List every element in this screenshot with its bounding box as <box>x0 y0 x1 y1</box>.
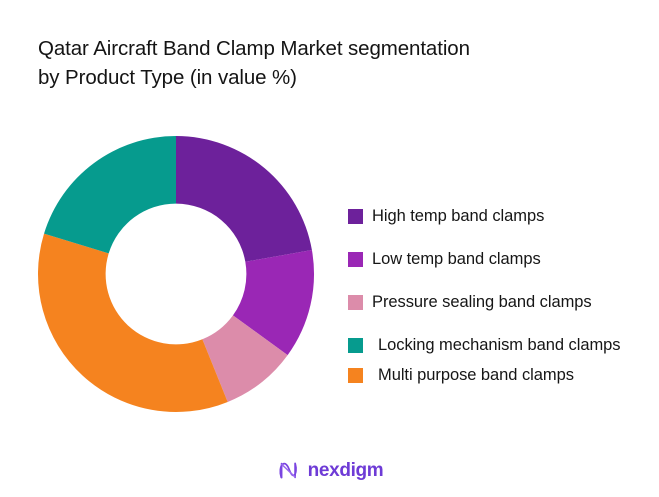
legend-item-label: Locking mechanism band clamps <box>378 335 621 354</box>
brand-logo: nexdigm <box>0 458 659 483</box>
legend-swatch-icon <box>348 294 363 310</box>
donut-slice[interactable] <box>176 136 312 262</box>
donut-slice[interactable] <box>44 136 177 254</box>
legend-item-label: Pressure sealing band clamps <box>372 292 592 311</box>
nexdigm-mark-icon <box>279 462 297 479</box>
legend-item-label: High temp band clamps <box>372 207 545 225</box>
brand-name: nexdigm <box>307 459 384 481</box>
legend-swatch-icon <box>348 367 363 383</box>
legend-item-locking-mechanism-band-clamps[interactable]: Locking mechanism band clamps <box>348 335 648 357</box>
chart-legend: High temp band clamps Low temp band clam… <box>348 206 648 387</box>
donut-slice-group <box>38 136 314 413</box>
donut-slice[interactable] <box>232 250 314 356</box>
legend-swatch-icon <box>348 337 363 353</box>
legend-swatch-icon <box>348 251 363 267</box>
donut-slice[interactable] <box>202 315 288 402</box>
legend-swatch-icon <box>348 209 363 224</box>
page-title: Qatar Aircraft Band Clamp Market segment… <box>38 37 470 90</box>
legend-item-label: Low temp band clamps <box>372 249 541 268</box>
legend-item-pressure-sealing-band-clamps[interactable]: Pressure sealing band clamps <box>348 292 648 314</box>
donut-slice[interactable] <box>38 233 228 413</box>
legend-item-label: Multi purpose band clamps <box>378 365 574 384</box>
donut-chart <box>38 136 314 413</box>
legend-item-high-temp-band-clamps[interactable]: High temp band clamps <box>348 206 648 228</box>
donut-chart-svg <box>38 136 314 413</box>
legend-item-low-temp-band-clamps[interactable]: Low temp band clamps <box>348 249 648 271</box>
legend-item-multi-purpose-band-clamps[interactable]: Multi purpose band clamps <box>348 365 648 387</box>
